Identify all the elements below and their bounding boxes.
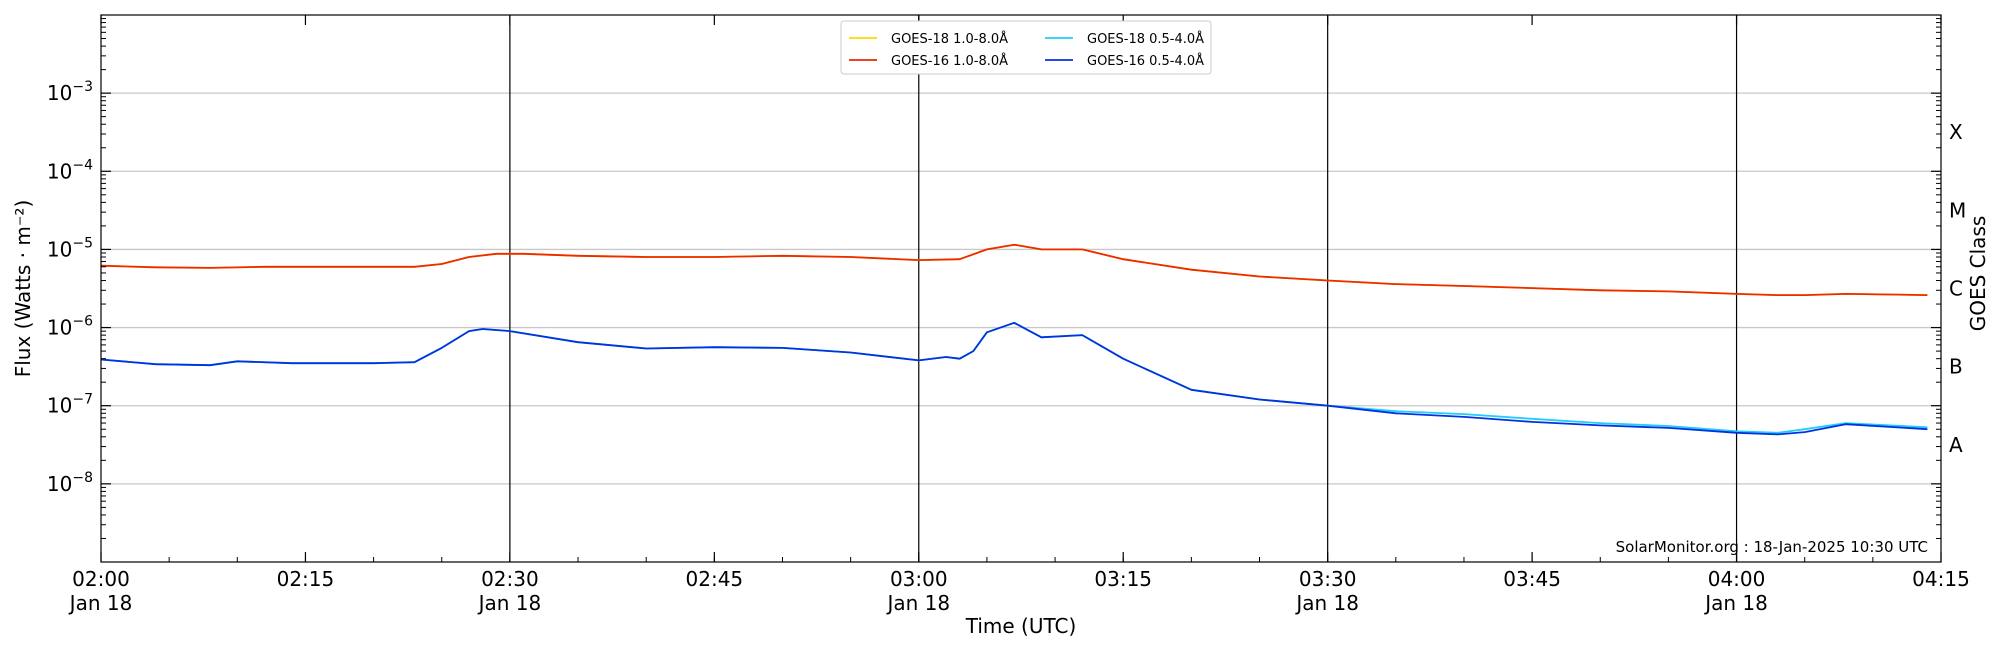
y-axis-label: Flux (Watts · m⁻²)	[11, 200, 35, 378]
legend-box	[840, 20, 1212, 75]
legend: GOES-18 1.0-8.0Å GOES-18 0.5-4.0Å GOES-16 …	[840, 20, 1212, 75]
x-tick-date-label: Jan 18	[477, 591, 542, 615]
goes-class-label: X	[1949, 120, 1963, 144]
series-line-1	[100, 243, 1928, 297]
x-tick-label: 04:00	[1708, 567, 1766, 591]
x-tick-label: 02:00	[72, 567, 130, 591]
goes-class-layer: X M C B A	[1949, 120, 1966, 457]
x-tick-label: 03:00	[890, 567, 948, 591]
x-tick-label: 03:30	[1299, 567, 1357, 591]
x-tick-label: 02:30	[481, 567, 539, 591]
credit-annotation: SolarMonitor.org : 18-Jan-2025 10:30 UTC	[1616, 538, 1928, 556]
x-tick-label: 04:15	[1912, 567, 1970, 591]
x-tick-label: 03:15	[1094, 567, 1152, 591]
legend-entry-label: GOES-16 1.0-8.0Å	[891, 53, 1008, 69]
legend-entry-label: GOES-18 1.0-8.0Å	[891, 31, 1008, 47]
goes-class-axis-label: GOES Class	[1966, 216, 1990, 332]
legend-entry-label: GOES-18 0.5-4.0Å	[1087, 31, 1204, 47]
x-tick-label: 02:15	[277, 567, 335, 591]
goes-class-label: B	[1949, 355, 1963, 379]
goes-class-label: A	[1949, 433, 1963, 457]
legend-entry-label: GOES-16 0.5-4.0Å	[1087, 53, 1204, 69]
series-line-3	[100, 321, 1928, 434]
goes-class-label: C	[1949, 277, 1963, 301]
y-tick-label: 10−3	[47, 79, 93, 105]
x-tick-label: 02:45	[686, 567, 744, 591]
y-tick-label: 10−4	[47, 157, 93, 183]
x-tick-date-label: Jan 18	[68, 591, 133, 615]
x-tick-date-label: Jan 18	[885, 591, 950, 615]
y-tick-label: 10−6	[47, 314, 93, 340]
goes-class-label: M	[1949, 198, 1966, 222]
grid-layer	[101, 92, 1941, 485]
series-layer	[100, 243, 1928, 436]
vertical-lines-layer	[509, 15, 1738, 562]
y-tick-label: 10−7	[47, 392, 93, 418]
series-line-4	[100, 321, 1928, 436]
y-tick-label: 10−8	[47, 470, 93, 496]
y-tick-label: 10−5	[47, 235, 93, 261]
plot-frame	[100, 14, 1942, 563]
series-line-2	[100, 243, 1928, 297]
x-axis-label: Time (UTC)	[965, 614, 1077, 638]
x-tick-date-label: Jan 18	[1703, 591, 1768, 615]
x-tick-label: 03:45	[1503, 567, 1561, 591]
x-tick-date-label: Jan 18	[1294, 591, 1359, 615]
